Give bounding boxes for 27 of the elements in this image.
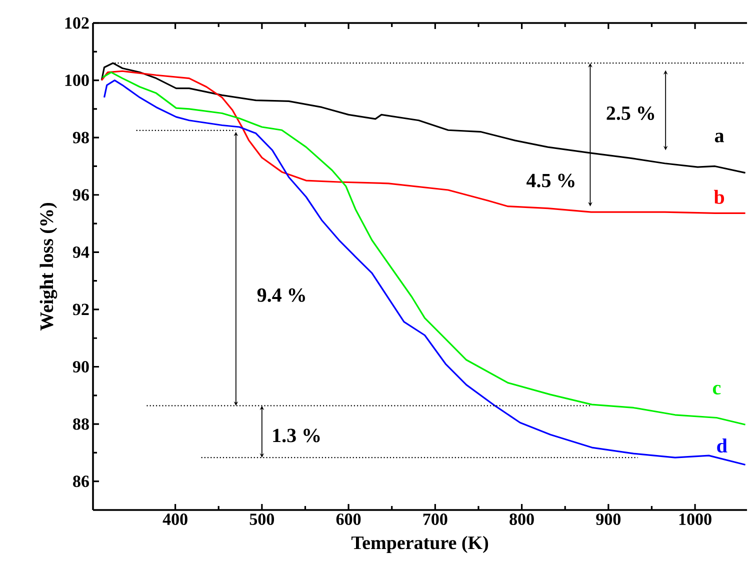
legend-label: a <box>714 132 724 142</box>
y-tick-label: 92 <box>72 304 89 316</box>
y-tick-label: 88 <box>73 418 89 430</box>
x-tick-label: 900 <box>596 514 621 525</box>
x-axis-title: Temperature (K) <box>351 536 488 554</box>
x-tick-label: 800 <box>510 514 534 525</box>
y-tick-label: 100 <box>65 74 89 86</box>
y-axis-title: Weight loss (%) <box>40 202 58 331</box>
x-tick-label: 400 <box>162 514 188 525</box>
y-tick-label: 102 <box>65 17 89 29</box>
annotation: 2.5 % <box>606 106 654 120</box>
series-label: b <box>714 190 724 204</box>
line-series <box>100 70 746 214</box>
x-tick-label: 700 <box>423 514 448 525</box>
x-tick-label: 1000 <box>679 514 712 525</box>
y-tick-label: 86 <box>73 476 89 488</box>
x-tick-label: 600 <box>336 514 361 525</box>
y-tick-label: 90 <box>72 361 89 373</box>
series-label: c <box>712 384 721 394</box>
annotation: 4.5 % <box>526 174 574 188</box>
y-tick-label: 94 <box>72 246 90 258</box>
annotation: 9.4 % <box>257 288 305 302</box>
y-tick-label: 96 <box>72 189 89 201</box>
series-label: d <box>717 438 728 453</box>
annotation: 1.3 % <box>273 428 320 442</box>
y-tick-label: 98 <box>72 132 89 144</box>
x-tick-label: 500 <box>250 514 274 525</box>
